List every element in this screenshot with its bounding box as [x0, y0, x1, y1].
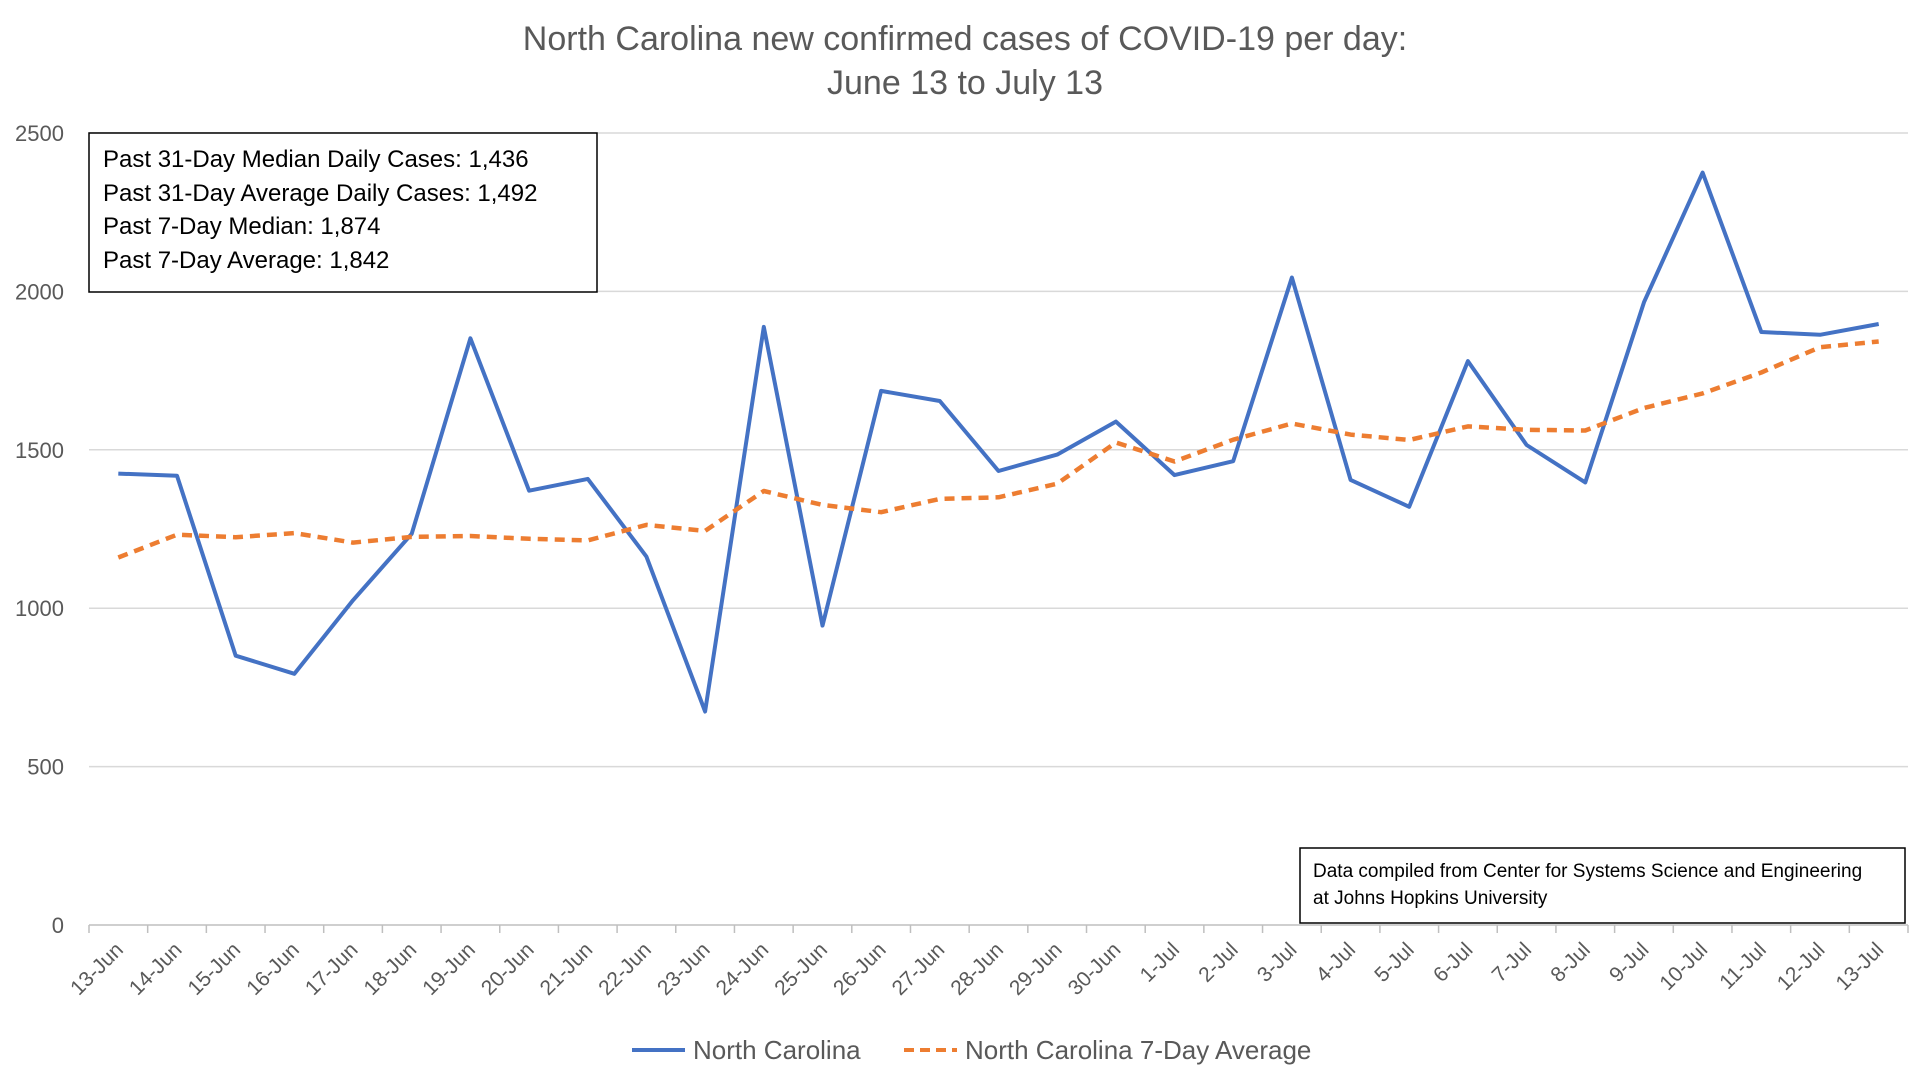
stats-line-2: Past 31-Day Average Daily Cases: 1,492: [103, 180, 537, 207]
stats-line-1: Past 31-Day Median Daily Cases: 1,436: [103, 146, 529, 173]
stats-box: Past 31-Day Median Daily Cases: 1,436 Pa…: [88, 132, 598, 293]
x-tick-label: 4-Jul: [1312, 938, 1360, 986]
series-line-north-carolina: [118, 170, 1880, 714]
x-tick-label: 22-Jun: [594, 938, 656, 1000]
x-tick-label: 17-Jun: [301, 938, 363, 1000]
chart-title-line2: June 13 to July 13: [827, 64, 1103, 102]
y-tick-label: 2000: [15, 279, 64, 304]
y-axis-ticks: 0 500 1000 1500 2000 2500: [15, 121, 64, 938]
x-tick-label: 27-Jun: [888, 938, 950, 1000]
x-tick-label: 20-Jun: [477, 938, 539, 1000]
y-tick-label: 1500: [15, 438, 64, 463]
x-tick-label: 11-Jul: [1715, 938, 1771, 994]
y-tick-label: 1000: [15, 596, 64, 621]
x-tick-label: 6-Jul: [1429, 938, 1477, 986]
x-tick-label: 14-Jun: [125, 938, 187, 1000]
x-tick-label: 29-Jun: [1005, 938, 1067, 1000]
x-tick-label: 13-Jun: [66, 938, 128, 1000]
legend-label-north-carolina: North Carolina: [693, 1035, 861, 1065]
chart-title-line1: North Carolina new confirmed cases of CO…: [523, 20, 1407, 58]
x-tick-label: 1-Jul: [1136, 938, 1184, 986]
x-tick-label: 19-Jun: [418, 938, 480, 1000]
x-tick-label: 13-Jul: [1831, 938, 1888, 995]
x-tick-label: 12-Jul: [1773, 938, 1830, 995]
x-tick-label: 7-Jul: [1488, 938, 1536, 986]
stats-line-4: Past 7-Day Average: 1,842: [103, 247, 389, 274]
stats-box-frame: [88, 132, 598, 293]
x-tick-label: 24-Jun: [712, 938, 774, 1000]
x-axis-ticks: 13-Jun14-Jun15-Jun16-Jun17-Jun18-Jun19-J…: [66, 925, 1909, 1000]
x-tick-label: 8-Jul: [1546, 938, 1594, 986]
x-tick-label: 26-Jun: [829, 938, 891, 1000]
series-line-7-day-average: [117, 339, 1879, 560]
source-note-line-1: Data compiled from Center for Systems Sc…: [1313, 861, 1862, 882]
x-tick-label: 18-Jun: [360, 938, 422, 1000]
x-tick-label: 9-Jul: [1605, 938, 1653, 986]
y-tick-label: 0: [52, 913, 64, 938]
legend: North Carolina North Carolina 7-Day Aver…: [632, 1035, 1311, 1065]
source-note-frame: [1299, 847, 1906, 924]
x-tick-label: 30-Jun: [1064, 938, 1126, 1000]
stats-line-3: Past 7-Day Median: 1,874: [103, 213, 381, 240]
x-tick-label: 3-Jul: [1253, 938, 1301, 986]
x-tick-label: 15-Jun: [184, 938, 246, 1000]
y-tick-label: 2500: [15, 121, 64, 146]
x-tick-label: 23-Jun: [653, 938, 715, 1000]
x-tick-label: 10-Jul: [1655, 938, 1712, 995]
x-tick-label: 21-Jun: [536, 938, 598, 1000]
source-note-line-2: at Johns Hopkins University: [1313, 888, 1548, 909]
x-tick-label: 25-Jun: [770, 938, 832, 1000]
y-tick-label: 500: [27, 755, 64, 780]
x-tick-label: 5-Jul: [1370, 938, 1418, 986]
source-note: Data compiled from Center for Systems Sc…: [1299, 847, 1906, 924]
x-tick-label: 16-Jun: [242, 938, 304, 1000]
x-tick-label: 2-Jul: [1194, 938, 1242, 986]
legend-label-7-day-average: North Carolina 7-Day Average: [965, 1035, 1311, 1065]
series-layer: [117, 170, 1880, 714]
x-tick-label: 28-Jun: [946, 938, 1008, 1000]
